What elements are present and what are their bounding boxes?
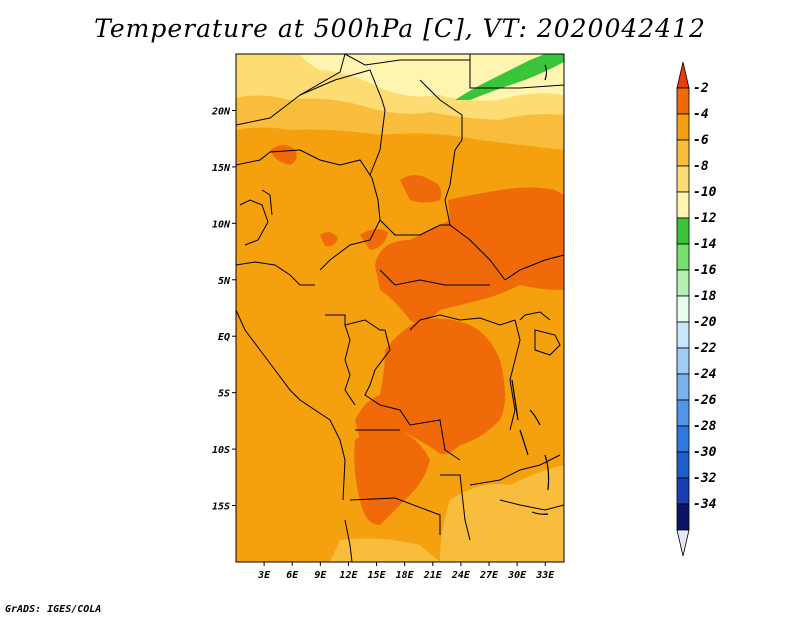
colorbar-swatch: [676, 425, 690, 453]
lat-tick-label: 15N: [212, 163, 231, 174]
field-warm-congo: [355, 318, 505, 454]
colorbar-bottom-arrow: [676, 529, 690, 557]
lon-tick-label: 12E: [339, 570, 358, 581]
lat-tick-label: 5S: [218, 389, 230, 400]
colorbar-swatch: [676, 113, 690, 141]
credit-text: GrADS: IGES/COLA: [5, 604, 102, 615]
lon-tick-label: 30E: [507, 570, 527, 581]
colorbar-swatch: [676, 373, 690, 401]
chart-title: Temperature at 500hPa [C], VT: 202004241…: [94, 14, 706, 43]
colorbar-label: -12: [693, 211, 717, 226]
lon-tick-label: 27E: [479, 570, 499, 581]
field-cool-south: [330, 538, 440, 562]
field-warm-angola: [354, 428, 430, 525]
colorbar-swatch: [676, 321, 690, 349]
colorbar-swatch: [676, 191, 690, 219]
map-field: [236, 54, 564, 562]
colorbar-swatch: [676, 87, 690, 115]
field-warm-central: [375, 187, 564, 324]
lon-tick-label: 6E: [286, 570, 299, 581]
lakes: [511, 64, 550, 515]
field-warm-patch3: [320, 232, 338, 247]
colorbar-label: -26: [693, 393, 717, 408]
colorbar-label: -28: [693, 419, 717, 434]
field-warm-north1: [400, 175, 442, 203]
lat-tick-label: EQ: [218, 332, 230, 343]
colorbar-swatch: [676, 477, 690, 505]
colorbar-label: -20: [693, 315, 717, 330]
map-frame: [235, 53, 565, 563]
colorbar: -2 -4 -6 -8 -10 -12 -14 -16 -18 -20 -22 -24 -26 -28 -3…: [676, 61, 717, 557]
colorbar-swatch: [676, 217, 690, 245]
colorbar-label: -14: [693, 237, 717, 252]
lat-tick-label: 5N: [218, 276, 231, 287]
colorbar-swatch: [676, 165, 690, 193]
colorbar-label: -6: [693, 133, 709, 148]
colorbar-swatch: [676, 295, 690, 323]
lon-axis: 3E 6E 9E 12E 15E 18E 21E 24E 27E 30E 33E: [257, 562, 555, 581]
lon-tick-label: 15E: [368, 570, 387, 581]
lat-tick-label: 10S: [212, 445, 230, 456]
field-warm-patch4: [360, 229, 388, 250]
field-warm-north2: [270, 145, 297, 165]
colorbar-label: -16: [693, 263, 717, 278]
colorbar-swatch: [676, 451, 690, 479]
colorbar-label: -18: [693, 289, 717, 304]
colorbar-swatch: [676, 243, 690, 271]
colorbar-swatch: [676, 347, 690, 375]
colorbar-label: -8: [693, 159, 709, 174]
colorbar-label: -30: [693, 445, 717, 460]
colorbar-label: -2: [693, 81, 709, 96]
lon-tick-label: 18E: [396, 570, 415, 581]
colorbar-label: -10: [693, 185, 717, 200]
colorbar-label: -22: [693, 341, 717, 356]
lon-tick-label: 21E: [423, 570, 443, 581]
colorbar-label: -4: [693, 107, 709, 122]
lon-tick-label: 3E: [257, 570, 271, 581]
colorbar-top-arrow: [676, 61, 690, 89]
colorbar-label: -24: [693, 367, 717, 382]
colorbar-label: -32: [693, 471, 717, 486]
colorbar-swatch: [676, 399, 690, 427]
colorbar-swatch: [676, 139, 690, 167]
lon-tick-label: 24E: [451, 570, 471, 581]
colorbar-swatch: [676, 269, 690, 297]
colorbar-label: -34: [693, 497, 717, 512]
lon-tick-label: 33E: [535, 570, 555, 581]
lat-tick-label: 15S: [212, 502, 230, 513]
colorbar-swatch: [676, 503, 690, 531]
lat-tick-label: 10N: [212, 219, 231, 230]
lat-tick-label: 20N: [211, 106, 231, 117]
lat-axis: 20N 15N 10N 5N EQ 5S 10S 15S: [211, 106, 236, 513]
field-cool-south-east: [440, 465, 564, 562]
lon-tick-label: 9E: [314, 570, 327, 581]
